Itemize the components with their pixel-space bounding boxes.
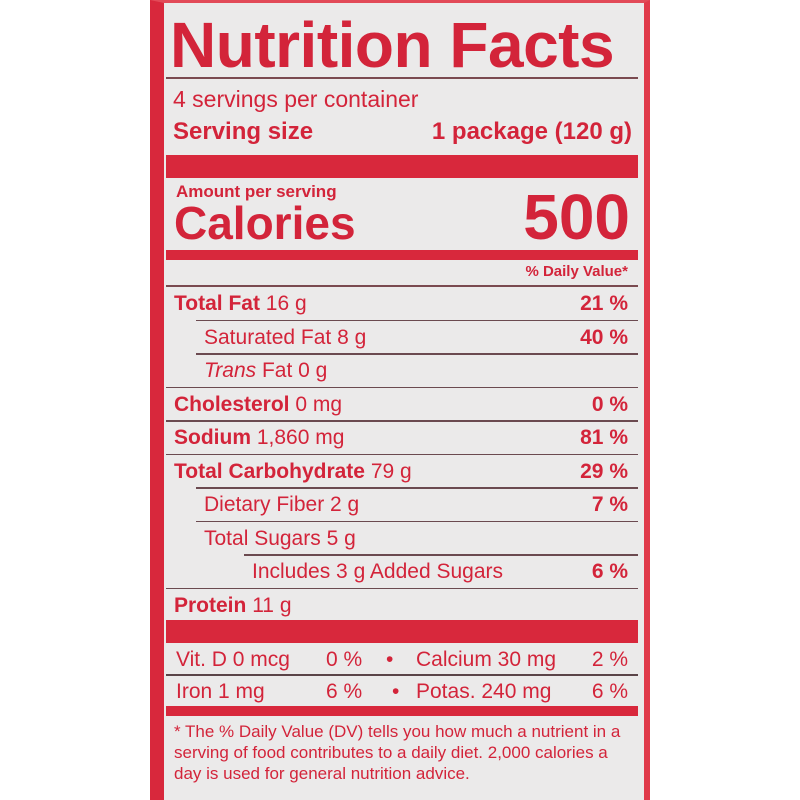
nutrient-row: Protein 11 g [166,590,638,623]
mineral-left-dv: 0 % [326,648,363,671]
nutrient-row: Total Carbohydrate 79 g 29 % [166,456,638,489]
divider [166,386,638,388]
nutrient-name: Includes 3 g Added Sugars [252,560,504,583]
bullet: • [392,680,400,703]
mineral-right-name: Potas. 240 mg [416,680,552,703]
nutrient-label: Cholesterol 0 mg [174,393,342,417]
divider [166,453,638,455]
divider [166,674,638,676]
nutrient-name-suffix: Fat [261,359,293,382]
nutrient-name: Total Fat [174,292,260,315]
divider [166,285,638,287]
mineral-row: Vit. D 0 mcg 0 % Calcium 30 mg • 2 % [166,645,638,676]
nutrient-row: Sodium 1,860 mg 81 % [166,422,638,455]
nutrient-name: Total Sugars [204,526,321,550]
nutrient-amount: 0 mg [295,392,343,416]
nutrient-daily-value: 6 % [591,560,628,583]
mineral-right-name: Calcium 30 mg [416,648,557,671]
nutrient-name: Total Carbohydrate [174,459,365,483]
nutrient-label: Saturated Fat 8 g [204,326,366,350]
nutrient-label: Total Fat 16 g [174,292,307,316]
nutrient-daily-value: 21 % [580,292,628,315]
mineral-right-dv: 2 % [591,648,628,671]
serving-size-value: 1 package (120 g) [431,118,632,145]
servings-per-container: 4 servings per container [173,86,419,112]
nutrient-amount: 0 g [298,359,328,382]
nutrient-amount: 16 g [265,292,307,315]
bullet: • [386,648,394,671]
nutrient-name: Protein [174,593,247,617]
nutrient-daily-value: 81 % [580,426,628,449]
nutrient-name: Cholesterol [174,392,290,416]
divider [166,420,638,422]
nutrient-row: Total Fat 16 g 21 % [166,288,638,321]
nutrient-row: Dietary Fiber 2 g 7 % [166,489,638,522]
label-title: Nutrition Facts [170,9,615,81]
medium-bar [166,250,638,260]
nutrient-label: Trans Fat 0 g [204,359,327,383]
nutrient-amount: 2 g [330,493,360,516]
nutrient-daily-value: 29 % [580,459,628,483]
nutrient-name: Dietary Fiber [204,493,325,516]
calories-value: 500 [523,181,630,253]
mineral-left-name: Vit. D 0 mcg [176,648,290,671]
nutrient-name: Saturated Fat [204,325,332,349]
nutrient-amount: 1,860 mg [256,426,345,449]
nutrient-daily-value: 0 % [591,392,628,416]
serving-size-label: Serving size [173,118,314,145]
nutrient-amount: 79 g [370,459,412,483]
nutrient-daily-value: 40 % [580,325,628,349]
divider [196,319,638,321]
calories-label: Calories [174,197,356,249]
nutrient-label: Sodium 1,860 mg [174,426,344,450]
nutrient-row: Cholesterol 0 mg 0 % [166,389,638,422]
nutrient-amount: 5 g [326,526,356,550]
nutrient-label: Includes 3 g Added Sugars [252,560,503,584]
nutrient-row: Includes 3 g Added Sugars 6 % [166,556,638,589]
nutrient-daily-value: 7 % [591,493,628,516]
mineral-left-name: Iron 1 mg [176,680,265,703]
thick-bar [166,620,638,643]
nutrient-amount: 11 g [252,593,292,617]
nutrient-row: Total Sugars 5 g [166,523,638,556]
divider [244,554,638,556]
divider [196,487,638,489]
nutrient-row: Trans Fat 0 g [166,355,638,388]
mineral-left-dv: 6 % [326,680,363,703]
nutrient-label: Total Carbohydrate 79 g [174,460,412,484]
mineral-row: Iron 1 mg 6 % Potas. 240 mg • 6 % [166,677,638,707]
nutrition-label-panel [150,0,650,800]
nutrient-label: Protein 11 g [174,594,292,618]
nutrient-name: Trans [204,359,257,382]
divider [196,353,638,355]
medium-bar [166,706,638,716]
nutrient-row: Saturated Fat 8 g 40 % [166,322,638,355]
nutrient-label: Total Sugars 5 g [204,527,356,551]
divider [166,587,638,589]
divider [166,77,638,79]
mineral-right-dv: 6 % [591,680,628,703]
nutrient-name: Sodium [174,426,251,449]
nutrient-amount: 8 g [337,325,367,349]
daily-value-header: % Daily Value* [525,263,628,280]
nutrient-label: Dietary Fiber 2 g [204,493,359,517]
divider [196,520,638,522]
footnote: * The % Daily Value (DV) tells you how m… [174,722,621,783]
thick-bar [166,155,638,178]
amount-per-serving: Amount per serving [176,182,337,201]
